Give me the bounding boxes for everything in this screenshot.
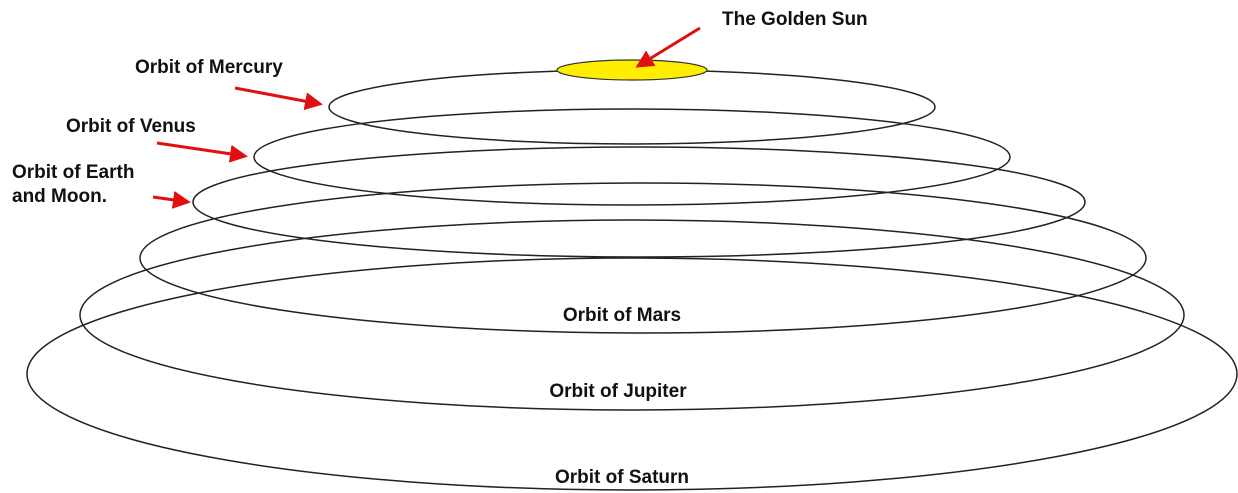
- diagram: The Golden Sun Orbit of Mercury Orbit of…: [0, 0, 1238, 493]
- earth-orbit: [193, 147, 1085, 257]
- arrow: [235, 88, 320, 104]
- arrow: [157, 143, 245, 156]
- mercury-orbit: [329, 70, 935, 144]
- saturn-orbit: [27, 258, 1237, 490]
- earth-label: Orbit of Earth: [12, 162, 134, 183]
- venus-label: Orbit of Venus: [66, 116, 196, 137]
- mercury-label: Orbit of Mercury: [135, 57, 283, 78]
- saturn-label: Orbit of Saturn: [555, 467, 689, 488]
- arrow: [153, 197, 188, 202]
- jupiter-label: Orbit of Jupiter: [549, 381, 687, 402]
- sun: [557, 60, 707, 80]
- arrow: [638, 28, 700, 66]
- sun-label: The Golden Sun: [722, 9, 868, 30]
- earth-label: and Moon.: [12, 186, 107, 207]
- mars-label: Orbit of Mars: [563, 305, 681, 326]
